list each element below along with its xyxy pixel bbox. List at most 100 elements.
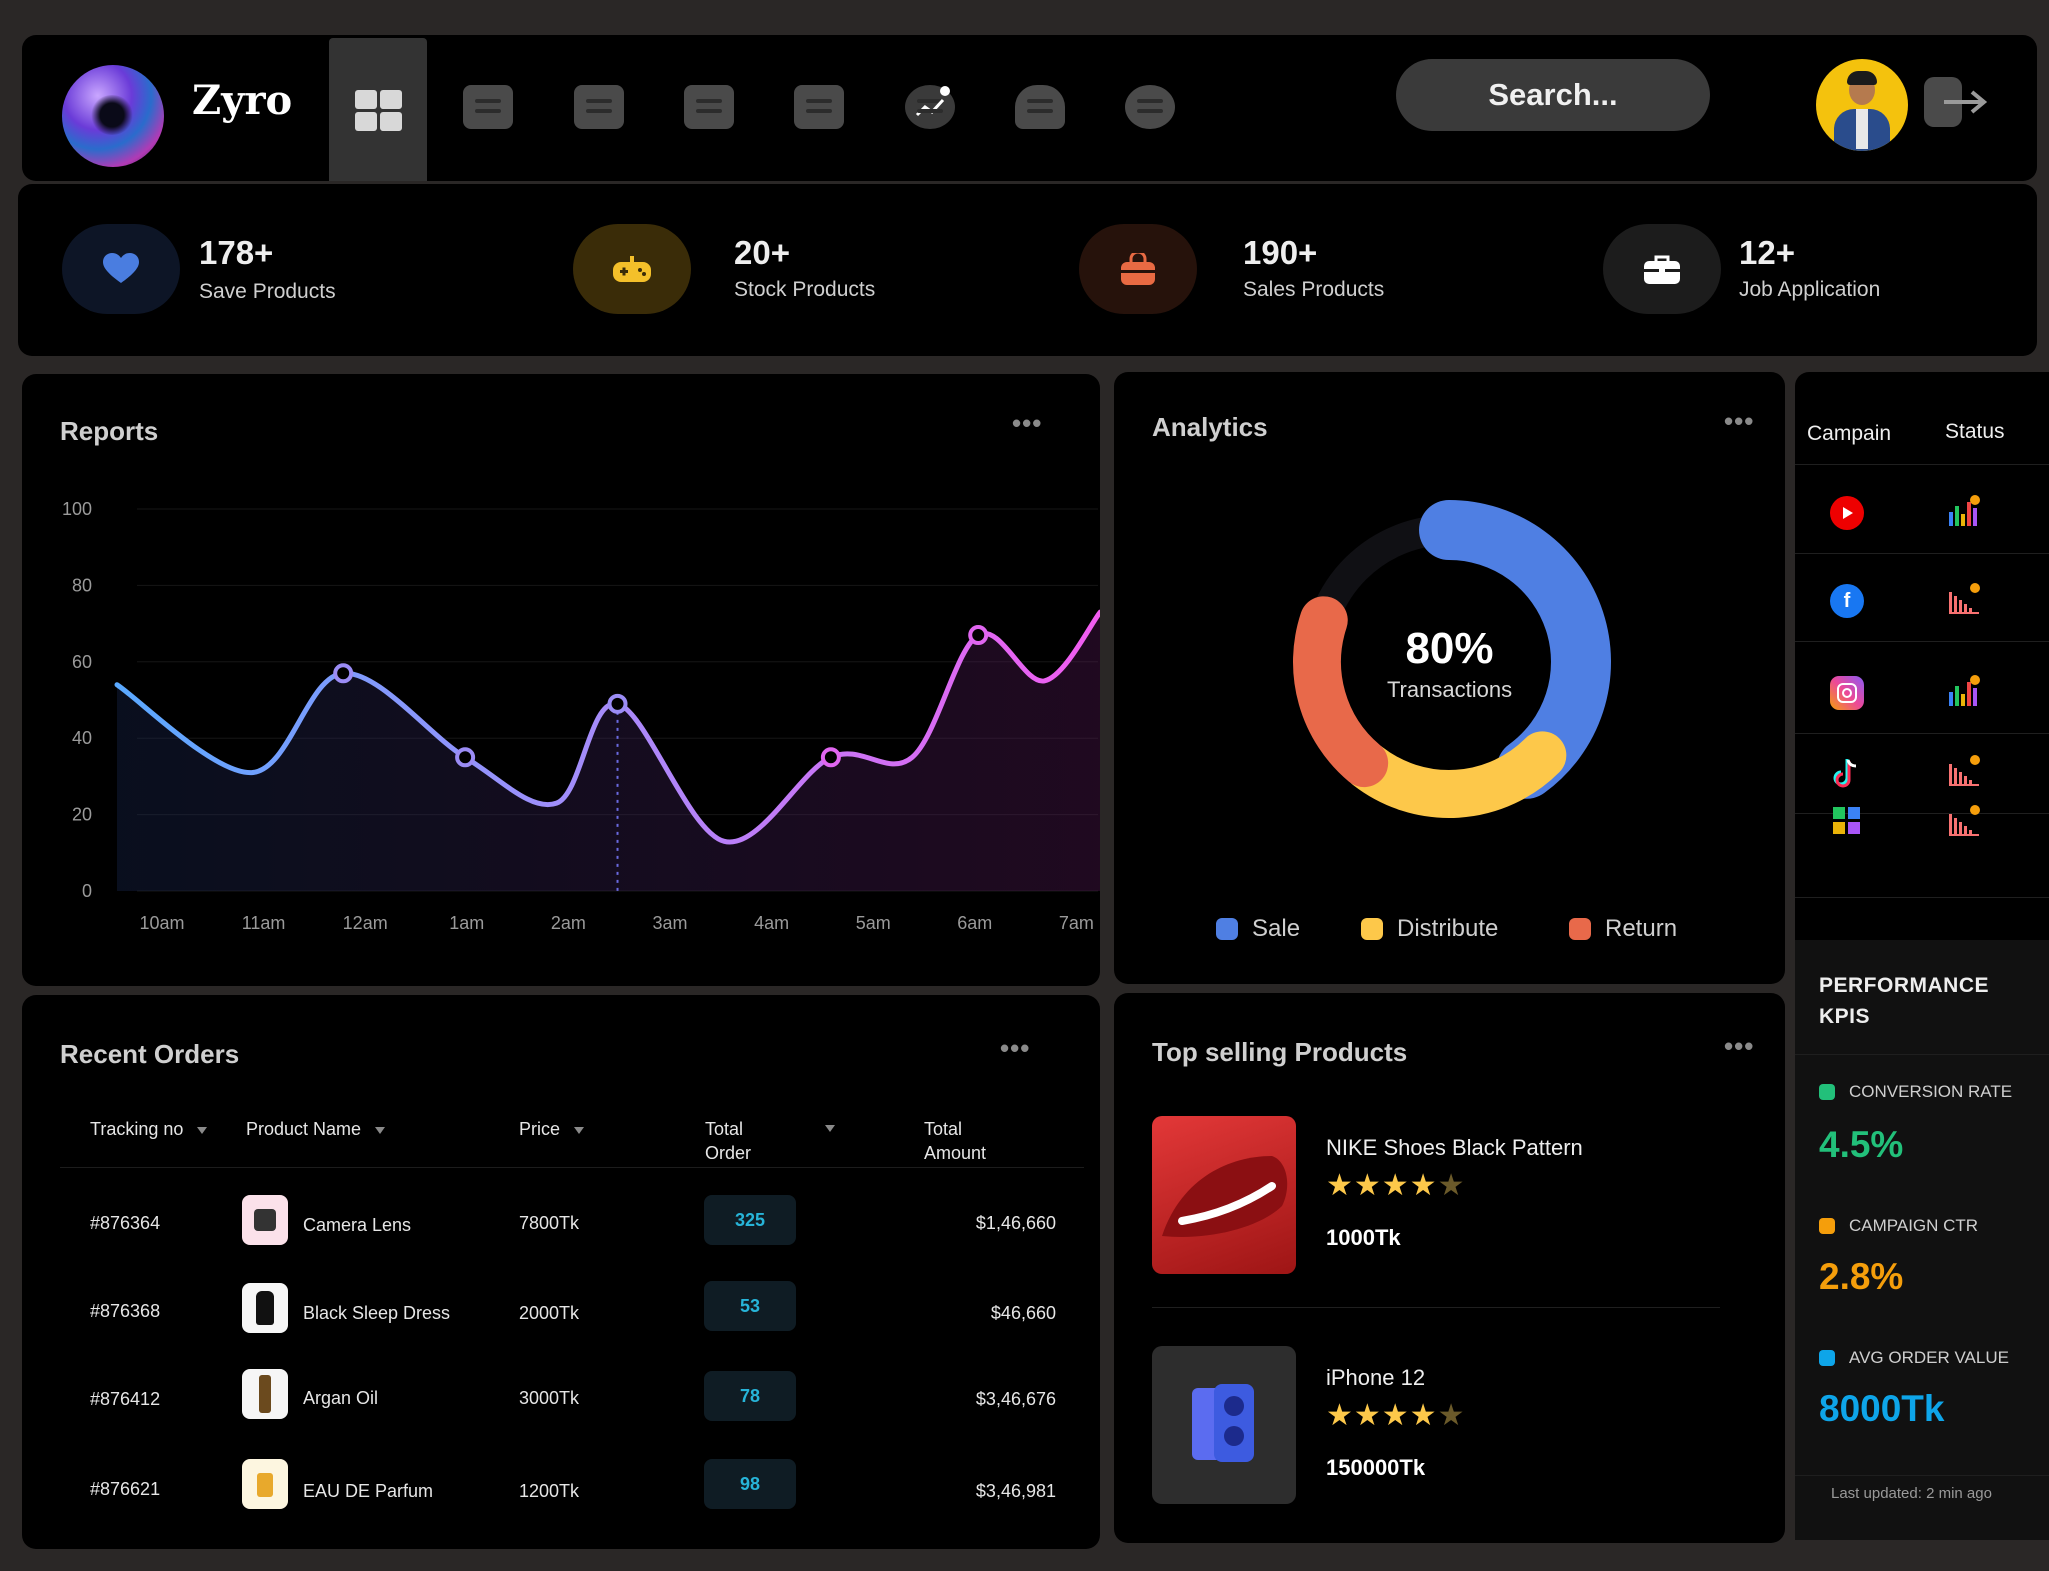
price-cell: 3000Tk [519, 1388, 580, 1408]
y-tick-label: 80 [72, 575, 92, 595]
product-price: 1000Tk [1326, 1225, 1401, 1250]
legend-swatch [1216, 918, 1238, 940]
table-row[interactable]: #876364 Camera Lens 7800Tk 325 $1,46,660 [22, 1185, 1100, 1273]
bell-icon[interactable] [1015, 85, 1065, 129]
product-image-nike[interactable] [1152, 1116, 1296, 1274]
reports-card: Reports ••• 0 20 40 60 80 100 10am 11am 12am 1am 2… [22, 374, 1100, 986]
data-point-marker [820, 747, 841, 768]
x-tick-label: 4am [754, 913, 789, 933]
logout-icon[interactable] [1922, 75, 1990, 131]
stat-label: Stock Products [734, 278, 876, 301]
product-cell: Camera Lens [303, 1215, 412, 1235]
dashboard-icon[interactable] [352, 87, 404, 131]
brand-logo-icon[interactable] [62, 65, 164, 167]
product-price: 150000Tk [1326, 1455, 1426, 1480]
briefcase-icon [1603, 224, 1721, 314]
col-header-price[interactable]: Price [519, 1117, 585, 1141]
gear-icon[interactable] [1125, 85, 1175, 129]
stat-value: 12+ [1739, 234, 1795, 271]
order-count-badge: 53 [704, 1281, 796, 1331]
legend-label: Return [1605, 915, 1678, 942]
avatar[interactable] [1816, 59, 1908, 151]
calendar-icon[interactable] [794, 85, 844, 129]
product-name[interactable]: iPhone 12 [1326, 1365, 1426, 1390]
series-area [117, 612, 1100, 891]
document-icon[interactable] [684, 85, 734, 129]
reports-line-chart: 0 20 40 60 80 100 10am 11am 12am 1am 2am 3am 4am 5am 6… [62, 499, 1100, 933]
data-point-marker [607, 693, 628, 714]
col-header-total-amount[interactable]: Total Amount [924, 1119, 987, 1163]
table-row[interactable]: #876412 Argan Oil 3000Tk 78 $3,46,676 [22, 1361, 1100, 1449]
campaign-row[interactable] [1795, 798, 2049, 898]
stat-value: 20+ [734, 234, 790, 271]
brand-name: Zyro [192, 77, 293, 124]
legend-item-return: Return [1569, 915, 1677, 943]
search-input[interactable]: Search... [1396, 59, 1710, 131]
donut-center-value: 80% [1405, 624, 1494, 673]
tracking-cell: #876621 [90, 1479, 161, 1499]
more-options-icon[interactable]: ••• [1000, 1033, 1031, 1063]
legend-swatch [1361, 918, 1383, 940]
product-cell: Argan Oil [303, 1388, 379, 1408]
y-tick-label: 0 [82, 881, 92, 901]
product-image-iphone[interactable] [1152, 1346, 1296, 1504]
amount-cell: $3,46,981 [975, 1481, 1056, 1501]
more-options-icon[interactable]: ••• [1012, 408, 1043, 438]
price-cell: 2000Tk [519, 1303, 580, 1323]
bars-down-icon [1947, 754, 1981, 788]
col-header-total-order[interactable]: Total Order [705, 1119, 752, 1163]
product-thumbnail [242, 1369, 288, 1419]
sort-caret-icon[interactable] [825, 1125, 835, 1132]
facebook-icon: f [1830, 584, 1864, 618]
bars-down-icon [1947, 582, 1981, 616]
donut-slice [1419, 500, 1611, 799]
last-updated: Last updated: 2 min ago [1831, 1485, 1992, 1502]
legend-label: Sale [1252, 915, 1301, 942]
x-tick-label: 6am [957, 913, 992, 933]
more-options-icon[interactable]: ••• [1724, 1031, 1755, 1061]
more-options-icon[interactable]: ••• [1724, 406, 1755, 436]
campaign-row[interactable] [1795, 472, 2049, 554]
amount-cell: $3,46,676 [975, 1389, 1056, 1409]
campaign-card: Campain Status f [1795, 372, 2049, 940]
x-tick-label: 11am [242, 913, 286, 933]
legend-swatch [1569, 918, 1591, 940]
order-count-badge: 98 [704, 1459, 796, 1509]
product-name[interactable]: NIKE Shoes Black Pattern [1326, 1135, 1583, 1160]
product-thumbnail [242, 1283, 288, 1333]
message-icon[interactable] [463, 85, 513, 129]
recent-orders-card: Recent Orders ••• Tracking no Product Na… [22, 995, 1100, 1549]
data-point-marker [968, 625, 989, 646]
price-cell: 7800Tk [519, 1213, 580, 1233]
stat-label: Save Products [199, 280, 336, 303]
col-header-product[interactable]: Product Name [246, 1117, 386, 1141]
rating-stars: ★★★★★ [1326, 1169, 1466, 1202]
kpi-label: AVG ORDER VALUE [1819, 1348, 2009, 1368]
status-header: Status [1945, 420, 2005, 443]
campaign-row[interactable] [1795, 732, 2049, 814]
amount-cell: $1,46,660 [975, 1213, 1056, 1233]
dollar-icon [1819, 1350, 1835, 1366]
x-tick-label: 10am [139, 913, 184, 933]
ticket-icon[interactable] [574, 85, 624, 129]
x-tick-label: 1am [449, 913, 484, 933]
gamepad-icon [573, 224, 691, 314]
amount-cell: $46,660 [990, 1303, 1056, 1323]
campaign-header: Campain [1807, 422, 1892, 445]
analytics-icon[interactable] [905, 85, 955, 129]
table-row[interactable]: #876621 EAU DE Parfum 1200Tk 98 $3,46,98… [22, 1451, 1100, 1539]
analytics-card: Analytics ••• 80% Transactions Sale Dist… [1114, 372, 1785, 984]
campaign-row[interactable]: f [1795, 560, 2049, 642]
legend-item-distribute: Distribute [1361, 915, 1498, 943]
tracking-cell: #876412 [90, 1389, 161, 1409]
trend-up-icon [1819, 1084, 1835, 1100]
table-row[interactable]: #876368 Black Sleep Dress 2000Tk 53 $46,… [22, 1273, 1100, 1361]
campaign-row[interactable] [1795, 652, 2049, 734]
col-header-tracking[interactable]: Tracking no [90, 1117, 208, 1141]
order-count-badge: 325 [704, 1195, 796, 1245]
bars-down-icon [1947, 804, 1981, 838]
card-title: Reports [60, 416, 159, 446]
x-tick-label: 5am [856, 913, 891, 933]
kpi-value: 2.8% [1819, 1256, 1904, 1297]
bars-up-icon [1947, 674, 1981, 708]
